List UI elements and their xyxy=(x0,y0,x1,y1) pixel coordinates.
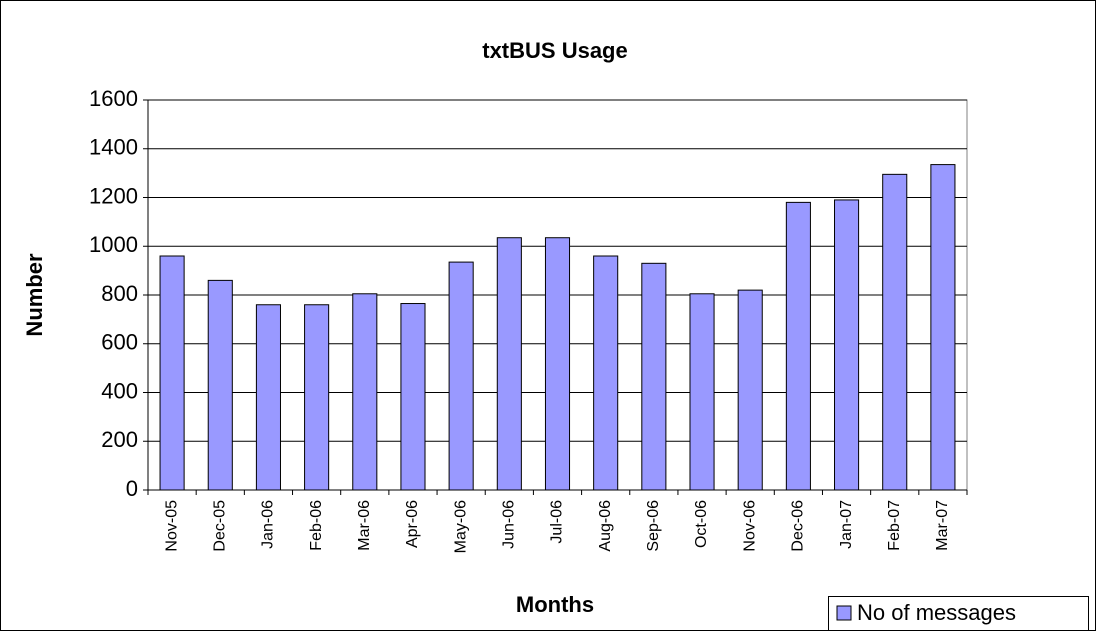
y-tick-label: 0 xyxy=(126,476,138,501)
x-tick-label: Sep-06 xyxy=(645,500,662,552)
x-tick-label: Nov-05 xyxy=(163,500,180,552)
x-tick-label: Mar-06 xyxy=(356,500,373,551)
x-tick-label: Dec-05 xyxy=(211,500,228,552)
y-tick-label: 800 xyxy=(101,281,138,306)
legend-label: No of messages xyxy=(857,600,1016,625)
bar xyxy=(689,293,715,491)
bar xyxy=(400,303,426,491)
y-tick-label: 1600 xyxy=(89,86,138,111)
bar xyxy=(448,261,474,491)
legend-swatch xyxy=(836,605,852,621)
chart-title: txtBUS Usage xyxy=(482,38,627,63)
y-tick-label: 200 xyxy=(101,427,138,452)
x-tick-label: Jun-06 xyxy=(501,500,518,549)
x-tick-label: Apr-06 xyxy=(404,500,421,548)
bar xyxy=(255,304,281,491)
bar xyxy=(544,237,571,491)
bar xyxy=(930,164,956,491)
y-axis-title: Number xyxy=(22,253,47,337)
y-tick-label: 1400 xyxy=(89,135,138,160)
bar xyxy=(641,262,667,491)
y-tick-label: 1000 xyxy=(89,232,138,257)
x-tick-label: Aug-06 xyxy=(597,500,614,552)
x-tick-label: Jan-07 xyxy=(838,500,855,549)
bar xyxy=(159,255,185,491)
bar xyxy=(785,201,811,491)
x-axis-title: Months xyxy=(516,592,594,617)
x-tick-label: May-06 xyxy=(452,500,469,553)
bar xyxy=(593,255,619,491)
legend-box xyxy=(828,596,1089,631)
y-tick-label: 400 xyxy=(101,378,138,403)
y-tick-label: 600 xyxy=(101,330,138,355)
x-tick-label: Mar-07 xyxy=(934,500,951,551)
x-tick-label: Feb-06 xyxy=(308,500,325,551)
x-tick-label: Jan-06 xyxy=(260,500,277,549)
x-tick-label: Feb-07 xyxy=(886,500,903,551)
bar xyxy=(834,199,860,491)
x-tick-label: Dec-06 xyxy=(790,500,807,552)
x-tick-label: Nov-06 xyxy=(741,500,758,552)
x-tick-label: Jul-06 xyxy=(549,500,566,544)
bar xyxy=(352,293,378,491)
bar xyxy=(737,289,763,491)
bar xyxy=(496,237,522,491)
bar xyxy=(304,304,330,491)
y-tick-label: 1200 xyxy=(89,183,138,208)
bar xyxy=(882,173,908,491)
x-tick-label: Oct-06 xyxy=(693,500,710,548)
bar xyxy=(207,279,233,491)
